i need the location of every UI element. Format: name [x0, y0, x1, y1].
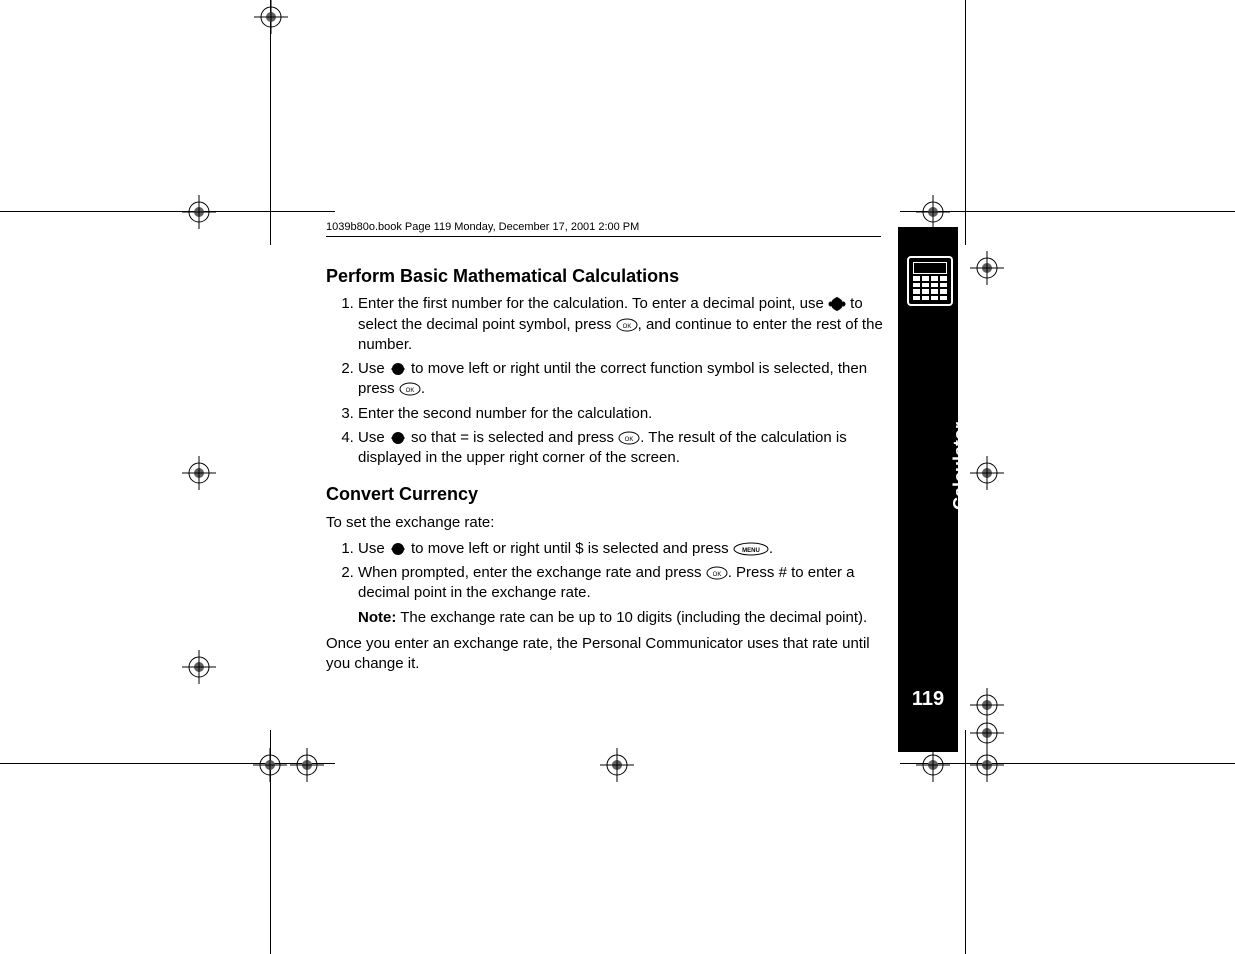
- crop-line: [900, 211, 1235, 212]
- currency-intro: To set the exchange rate:: [326, 513, 886, 533]
- crop-line: [270, 0, 271, 245]
- ok-key-icon: OK: [616, 318, 638, 332]
- registration-mark-icon: [182, 195, 216, 229]
- header-rule: [326, 236, 881, 237]
- nav-key-icon: [389, 431, 407, 445]
- crop-line: [965, 730, 966, 954]
- list-item: Use to move left or right until $ is sel…: [358, 539, 886, 559]
- ok-key-icon: OK: [618, 431, 640, 445]
- sidebar-label: Calculator: [950, 422, 971, 510]
- registration-mark-icon: [970, 716, 1004, 750]
- svg-text:MENU: MENU: [742, 548, 760, 554]
- svg-text:OK: OK: [406, 388, 415, 394]
- crop-line: [0, 211, 335, 212]
- nav-key-icon: [389, 542, 407, 556]
- svg-text:OK: OK: [625, 437, 634, 443]
- svg-text:OK: OK: [712, 572, 721, 578]
- registration-mark-icon: [916, 195, 950, 229]
- ok-key-icon: OK: [399, 382, 421, 396]
- svg-text:OK: OK: [622, 324, 631, 330]
- registration-mark-icon: [916, 748, 950, 782]
- crop-line: [965, 0, 966, 245]
- registration-mark-icon: [182, 456, 216, 490]
- list-item: When prompted, enter the exchange rate a…: [358, 563, 886, 628]
- section-title-calculations: Perform Basic Mathematical Calculations: [326, 264, 886, 288]
- registration-mark-icon: [182, 650, 216, 684]
- registration-mark-icon: [254, 0, 288, 34]
- registration-mark-icon: [970, 456, 1004, 490]
- registration-mark-icon: [290, 748, 324, 782]
- menu-key-icon: MENU: [733, 542, 769, 556]
- registration-mark-icon: [253, 748, 287, 782]
- currency-outro: Once you enter an exchange rate, the Per…: [326, 634, 886, 675]
- registration-mark-icon: [600, 748, 634, 782]
- calculator-tab-icon: [907, 256, 953, 306]
- body-content: Perform Basic Mathematical Calculations …: [326, 264, 886, 680]
- list-item: Use to move left or right until the corr…: [358, 359, 886, 400]
- nav-key-icon: [828, 297, 846, 311]
- crop-line: [900, 763, 1235, 764]
- note-text: The exchange rate can be up to 10 digits…: [396, 609, 867, 626]
- calculations-steps: Enter the first number for the calculati…: [326, 294, 886, 468]
- nav-key-icon: [389, 362, 407, 376]
- page-number: 119: [898, 688, 958, 711]
- registration-mark-icon: [970, 251, 1004, 285]
- section-title-currency: Convert Currency: [326, 482, 886, 506]
- page-root: 1039b80o.book Page 119 Monday, December …: [0, 0, 1235, 954]
- ok-key-icon: OK: [706, 566, 728, 580]
- currency-steps: Use to move left or right until $ is sel…: [326, 539, 886, 628]
- print-header: 1039b80o.book Page 119 Monday, December …: [326, 221, 639, 233]
- list-item: Enter the first number for the calculati…: [358, 294, 886, 355]
- registration-mark-icon: [970, 748, 1004, 782]
- list-item: Enter the second number for the calculat…: [358, 404, 886, 424]
- list-item: Use so that = is selected and press OK. …: [358, 428, 886, 469]
- note-label: Note:: [358, 609, 396, 626]
